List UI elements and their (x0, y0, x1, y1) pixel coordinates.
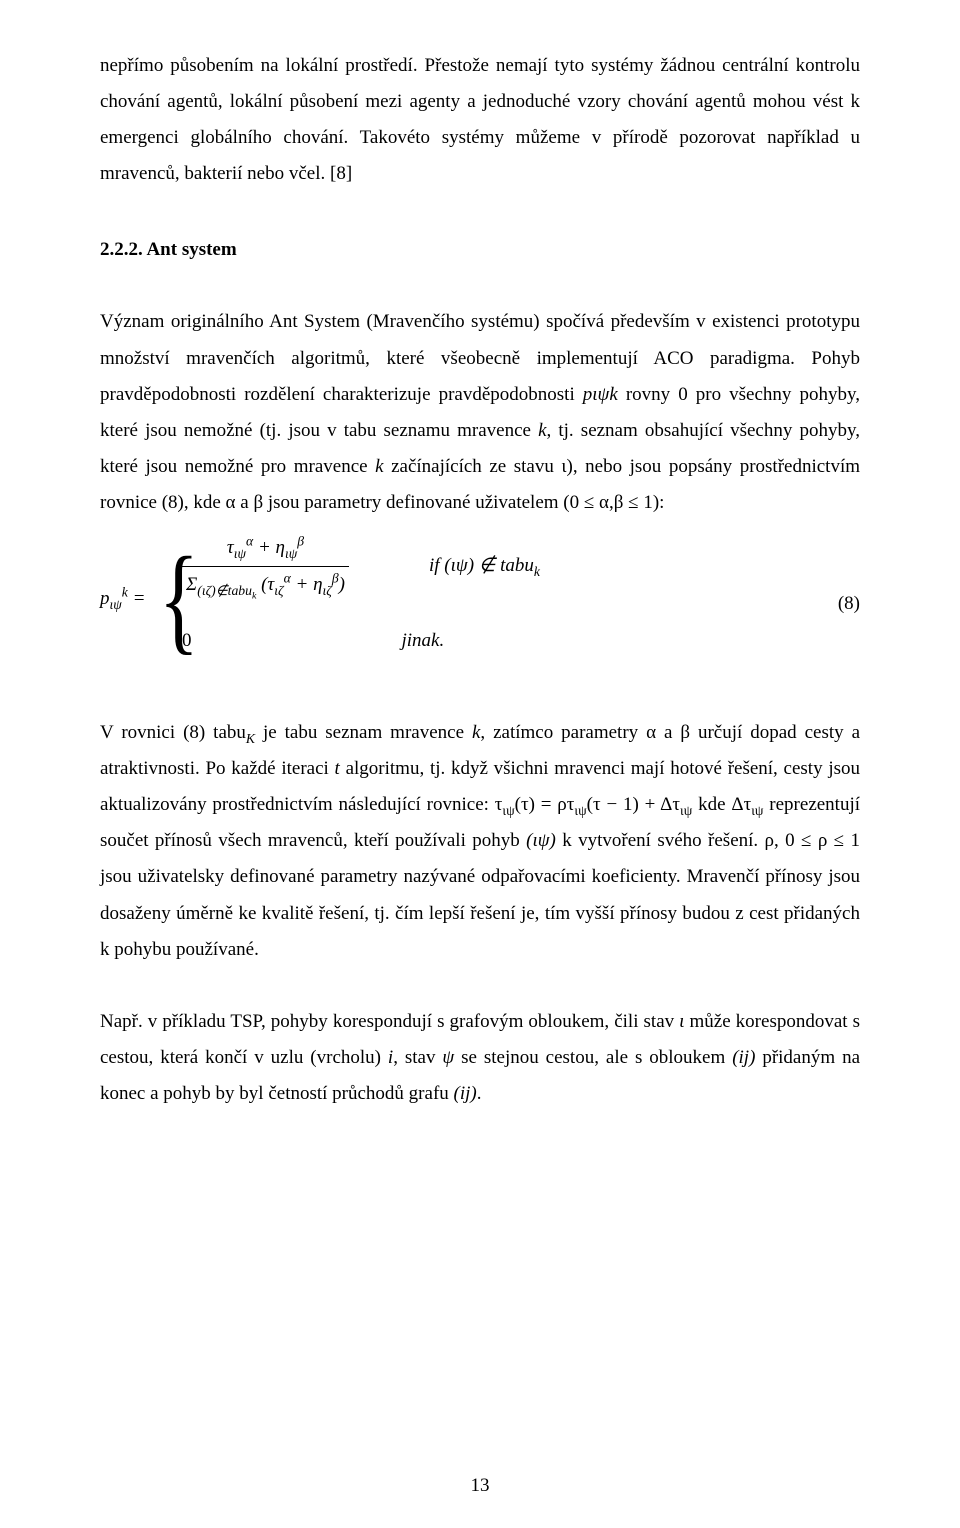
numerator: τιψα + ηιψβ (223, 530, 308, 566)
brace-icon: { (159, 529, 172, 669)
case-2: 0 jinak. (182, 608, 540, 676)
text: je tabu seznam mravence (255, 722, 472, 743)
equation-number: (8) (810, 586, 860, 622)
delta-symbol: Δτιψ (731, 794, 763, 815)
denominator: Σ(ιζ)∉tabuk (τιζα + ηιζβ) (182, 567, 349, 603)
subscript: K (246, 731, 255, 746)
text: Např. v příkladu TSP, pohyby koresponduj… (100, 1011, 679, 1032)
text: se stejnou cestou, ale s obloukem (454, 1047, 732, 1068)
case-2-condition: jinak. (402, 623, 445, 659)
paragraph-antsystem: Význam originálního Ant System (Mravenčí… (100, 304, 860, 521)
page-number: 13 (0, 1468, 960, 1504)
symbol: (ij) (454, 1083, 477, 1104)
symbol: pιψk (583, 384, 618, 405)
section-number: 2.2.2. (100, 239, 143, 260)
paragraph-intro: nepřímo působením na lokální prostředí. … (100, 48, 860, 192)
section-label: Ant system (146, 239, 236, 260)
page: nepřímo působením na lokální prostředí. … (0, 0, 960, 1528)
lhs-symbol: pιψk = (100, 581, 145, 617)
text: kde (692, 794, 731, 815)
symbol: ψ (442, 1047, 454, 1068)
symbol: (ij) (732, 1047, 755, 1068)
paragraph-update: V rovnici (8) tabuK je tabu seznam mrave… (100, 715, 860, 968)
section-heading: 2.2.2. Ant system (100, 232, 860, 268)
update-formula: τιψ(τ) = ρτιψ(τ − 1) + Δτιψ (495, 794, 693, 815)
text: , stav (393, 1047, 442, 1068)
case-1-condition: if (ιψ) ∉ tabuk (429, 548, 540, 584)
paragraph-tsp: Např. v příkladu TSP, pohyby koresponduj… (100, 1004, 860, 1112)
equation-8: pιψk = { τιψα + ηιψβ Σ(ιζ)∉tabuk (τιζα +… (100, 529, 860, 679)
fraction: τιψα + ηιψβ Σ(ιζ)∉tabuk (τιζα + ηιζβ) (182, 530, 349, 603)
text: . (477, 1083, 482, 1104)
text: V rovnici (8) tabu (100, 722, 246, 743)
symbol: (ιψ) (526, 830, 556, 851)
equation-lhs: pιψk = (100, 529, 156, 669)
equation-cases: τιψα + ηιψβ Σ(ιζ)∉tabuk (τιζα + ηιζβ) if… (182, 529, 540, 679)
symbol: k (375, 456, 383, 477)
case-1: τιψα + ηιψβ Σ(ιζ)∉tabuk (τιζα + ηιζβ) if… (182, 533, 540, 601)
symbol: k (538, 420, 546, 441)
